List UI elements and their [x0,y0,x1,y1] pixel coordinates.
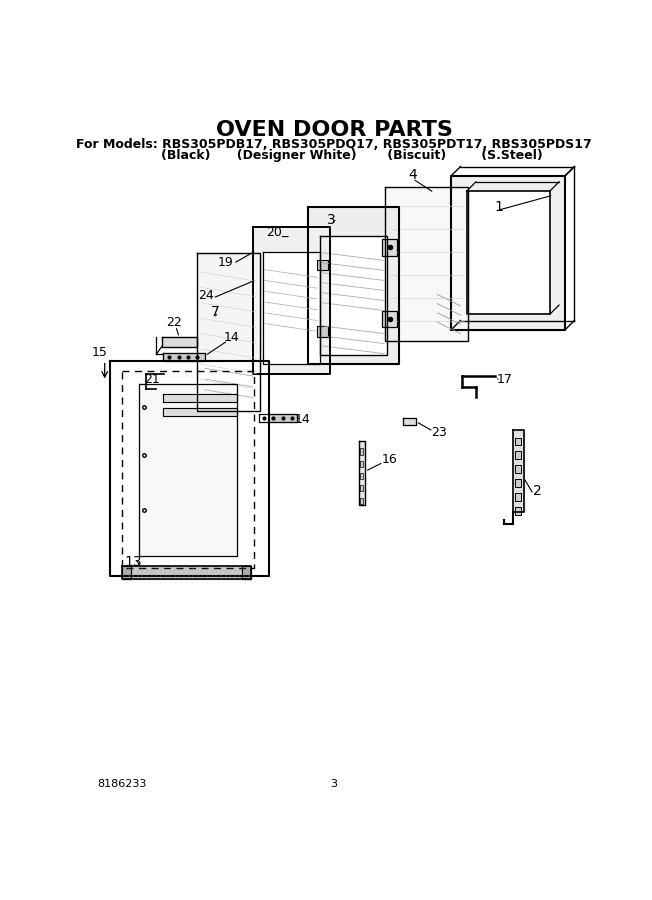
Bar [515,493,521,500]
Bar [318,260,328,271]
Bar [515,452,521,459]
Text: 23: 23 [431,427,447,439]
Polygon shape [259,414,297,422]
Bar [361,473,363,479]
Text: For Models: RBS305PDB17, RBS305PDQ17, RBS305PDT17, RBS305PDS17: For Models: RBS305PDB17, RBS305PDQ17, RB… [76,138,592,150]
Polygon shape [359,441,365,505]
Polygon shape [163,409,237,416]
Polygon shape [512,430,524,512]
Polygon shape [122,566,131,580]
Text: 24: 24 [198,289,215,302]
Bar [515,465,521,473]
Text: 14: 14 [224,331,240,344]
Text: OVEN DOOR PARTS: OVEN DOOR PARTS [216,120,452,140]
Bar [515,437,521,446]
Bar [361,485,363,491]
Polygon shape [163,353,205,361]
Text: 21: 21 [145,373,160,385]
Polygon shape [122,566,251,580]
Polygon shape [110,361,269,576]
Text: 14: 14 [295,413,310,427]
Text: 22: 22 [166,316,182,328]
Text: 4: 4 [408,168,417,182]
Text: 1: 1 [494,200,503,213]
Text: 3: 3 [327,212,335,227]
Polygon shape [451,176,565,329]
Polygon shape [319,236,387,356]
Bar [318,326,328,337]
Bar [515,507,521,515]
Text: 17: 17 [497,373,513,385]
Polygon shape [308,207,399,364]
Text: 19: 19 [218,256,233,268]
Text: 15: 15 [92,346,108,359]
Polygon shape [263,252,319,364]
Text: 2: 2 [533,484,542,499]
Polygon shape [162,338,197,346]
Polygon shape [139,383,237,556]
Bar [361,461,363,467]
Text: 13: 13 [125,555,142,570]
Text: 8186233: 8186233 [97,779,146,789]
Bar [515,479,521,487]
Text: 3: 3 [331,779,338,789]
Text: 7: 7 [211,305,220,320]
Polygon shape [242,566,251,580]
Bar [361,498,363,504]
Polygon shape [467,191,550,314]
Bar [382,238,397,256]
Text: 20: 20 [266,226,282,239]
Text: (Black)      (Designer White)       (Biscuit)        (S.Steel): (Black) (Designer White) (Biscuit) (S.St… [126,149,542,162]
Text: 16: 16 [381,454,398,466]
Polygon shape [197,253,260,410]
Polygon shape [252,228,329,374]
Bar [382,310,397,328]
Polygon shape [163,394,237,402]
Polygon shape [385,186,468,340]
Polygon shape [403,418,416,425]
Bar [361,448,363,454]
